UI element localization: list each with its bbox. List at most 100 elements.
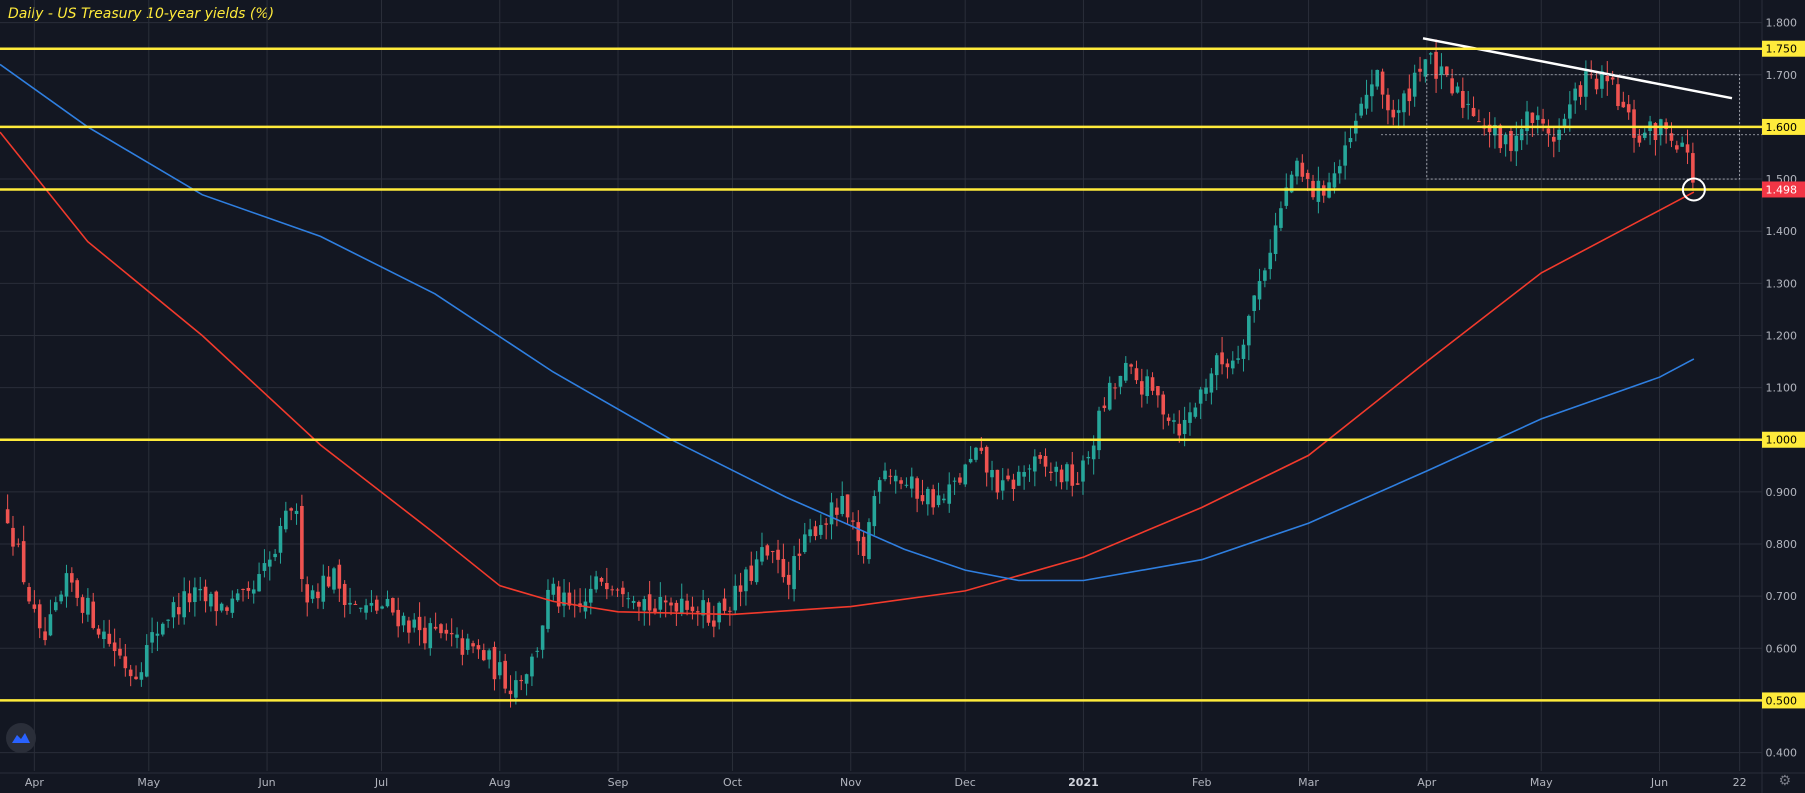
tradingview-logo-icon[interactable] [6, 723, 36, 753]
candle-body [1434, 51, 1438, 79]
candle-body [1594, 78, 1599, 90]
candle-body [615, 589, 620, 591]
candle-body [423, 627, 427, 644]
candle-body [1113, 387, 1117, 389]
candle-body [1685, 144, 1690, 153]
candle-body [845, 494, 850, 518]
x-tick-label: Mar [1298, 776, 1319, 789]
candle-body [1000, 480, 1005, 491]
candle-body [717, 602, 721, 623]
y-tick-label: 1.400 [1766, 225, 1798, 238]
candle-body [722, 598, 727, 611]
candle-body [1675, 145, 1679, 150]
candle-body [594, 576, 598, 590]
candle-body [112, 642, 117, 652]
candle-body [968, 458, 973, 463]
candle-body [64, 573, 69, 597]
y-tick-label: 1.800 [1766, 17, 1798, 30]
candle-body [888, 475, 893, 477]
candle-body [1118, 375, 1123, 387]
candle-body [546, 589, 550, 629]
candle-body [251, 589, 256, 594]
candle-body [241, 588, 245, 590]
candle-body [519, 679, 524, 682]
candle-body [123, 656, 128, 669]
candle-body [1236, 358, 1240, 360]
candle-body [1503, 134, 1508, 145]
candle-body [984, 446, 989, 473]
candle-body [21, 541, 26, 583]
candle-body [59, 594, 63, 602]
candle-body [187, 593, 192, 603]
candle-body [198, 588, 203, 591]
candle-body [1568, 104, 1572, 119]
candle-body [979, 447, 984, 451]
candle-body [407, 620, 411, 633]
candle-body [786, 574, 791, 585]
candle-body [1525, 111, 1529, 132]
candle-body [530, 656, 534, 677]
candle-body [776, 549, 780, 560]
level-tag [1762, 692, 1805, 709]
series-line-ma_blue [0, 63, 1695, 582]
candle-body [1412, 72, 1417, 97]
candle-body [1637, 135, 1642, 143]
candle-body [1428, 53, 1433, 55]
candle-body [712, 620, 716, 627]
candle-body [1284, 187, 1289, 206]
candle-body [5, 509, 10, 524]
candle-body [380, 606, 384, 609]
candle-body [701, 600, 705, 616]
candle-body [514, 680, 518, 698]
candle-body [348, 602, 352, 605]
candle-body [1075, 483, 1080, 485]
candle-body [990, 470, 994, 478]
candle-body [637, 601, 641, 607]
candle-body [444, 629, 449, 634]
candle-body [1204, 387, 1208, 394]
level-tag-label: 0.500 [1766, 694, 1798, 707]
candle-body [653, 608, 657, 612]
settings-gear-icon[interactable]: ⚙ [1778, 773, 1791, 789]
candle-body [567, 592, 572, 606]
candle-body [321, 575, 326, 602]
candle-body [1011, 479, 1016, 489]
candle-body [300, 505, 304, 580]
candle-body [160, 623, 165, 635]
candle-body [856, 522, 861, 542]
candle-body [1530, 112, 1535, 124]
candle-body [481, 650, 486, 661]
candle-body [813, 526, 818, 537]
candle-body [808, 529, 812, 537]
candle-body [257, 574, 261, 592]
candle-body [439, 624, 443, 634]
candle-body [1487, 124, 1492, 133]
candle-body [1156, 386, 1160, 396]
y-tick-label: 0.900 [1766, 486, 1798, 499]
candle-body [1230, 360, 1235, 369]
y-tick-label: 0.600 [1766, 642, 1798, 655]
candle-body [1573, 88, 1577, 101]
candle-body [883, 470, 887, 480]
candle-body [1220, 352, 1224, 365]
candle-body [781, 558, 786, 578]
candle-body [1343, 145, 1347, 166]
candle-body [91, 601, 96, 628]
candle-body [695, 611, 700, 613]
candle-body [877, 480, 882, 492]
candle-body [535, 650, 540, 652]
candle-body [610, 589, 614, 591]
candle-body [1444, 66, 1449, 75]
candle-body [1626, 104, 1631, 113]
candle-body [476, 645, 481, 650]
candle-body [1407, 88, 1412, 102]
candle-body [974, 447, 978, 460]
candle-body [1461, 90, 1465, 108]
candle-body [1252, 295, 1256, 311]
level-tag [1762, 431, 1805, 448]
candle-body [177, 607, 181, 615]
candle-body [1423, 59, 1428, 77]
level-tag-label: 1.600 [1766, 121, 1798, 134]
candle-body [80, 597, 85, 613]
